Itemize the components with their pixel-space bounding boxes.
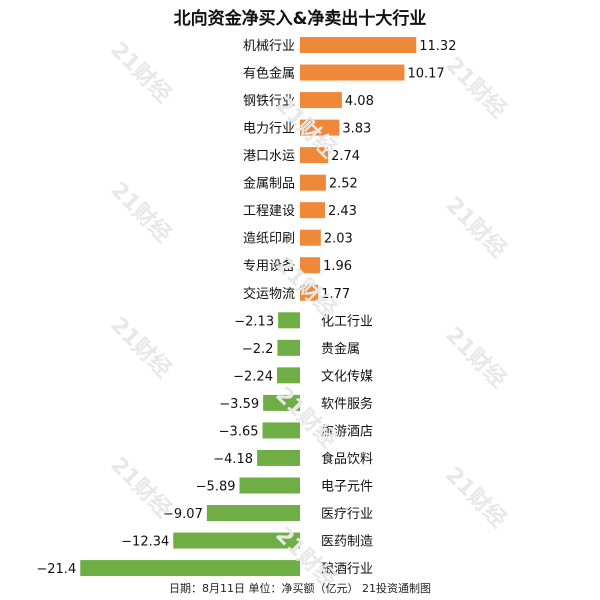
category-label-11: 化工行业 — [321, 314, 373, 329]
bar-17 — [239, 477, 300, 494]
chart-title: 北向资金净买入&净卖出十大行业 — [173, 9, 427, 29]
bar-19 — [173, 532, 300, 549]
value-label-19: −12.34 — [121, 535, 169, 550]
value-label-13: −2.24 — [233, 369, 273, 384]
bar-10 — [300, 284, 319, 301]
bar-12 — [277, 339, 300, 356]
bar-20 — [80, 560, 300, 577]
category-label-3: 钢铁行业 — [243, 94, 295, 109]
category-label-18: 医疗行业 — [321, 507, 373, 522]
category-label-4: 电力行业 — [243, 122, 295, 137]
value-label-18: −9.07 — [163, 507, 203, 522]
category-label-10: 交运物流 — [243, 286, 295, 302]
value-label-10: 1.77 — [321, 287, 350, 302]
bar-4 — [300, 119, 340, 136]
category-label-14: 软件服务 — [321, 396, 373, 412]
bar-6 — [300, 174, 326, 191]
bar-16 — [257, 449, 300, 466]
bar-8 — [300, 229, 321, 246]
value-label-7: 2.43 — [328, 204, 357, 219]
category-label-12: 贵金属 — [321, 341, 360, 357]
bar-2 — [300, 64, 405, 81]
category-label-7: 工程建设 — [243, 204, 295, 219]
value-label-17: −5.89 — [196, 479, 236, 494]
bar-3 — [300, 92, 342, 109]
value-label-12: −2.2 — [242, 342, 274, 357]
category-label-13: 文化传媒 — [321, 369, 373, 384]
category-label-1: 机械行业 — [243, 39, 295, 54]
value-label-16: −4.18 — [213, 452, 253, 467]
bar-5 — [300, 147, 329, 164]
value-label-11: −2.13 — [234, 314, 274, 329]
category-label-9: 专用设备 — [243, 258, 295, 274]
value-label-15: −3.65 — [219, 424, 259, 439]
value-label-9: 1.96 — [323, 259, 352, 274]
category-label-6: 金属制品 — [243, 176, 295, 192]
value-label-2: 10.17 — [407, 67, 444, 82]
category-label-2: 有色金属 — [243, 66, 295, 82]
value-label-6: 2.52 — [329, 177, 358, 192]
category-label-19: 医药制造 — [321, 535, 373, 550]
value-label-1: 11.32 — [419, 39, 456, 54]
bar-9 — [300, 257, 321, 274]
bar-11 — [278, 312, 300, 329]
value-label-5: 2.74 — [331, 149, 360, 164]
bar-13 — [276, 367, 300, 384]
category-label-5: 港口水运 — [243, 149, 295, 164]
category-label-17: 电子元件 — [321, 479, 373, 494]
bar-18 — [206, 505, 300, 522]
category-label-8: 造纸印刷 — [243, 232, 295, 247]
category-label-20: 酿酒行业 — [321, 561, 373, 577]
bar-15 — [262, 422, 300, 439]
value-label-8: 2.03 — [324, 232, 353, 247]
bar-14 — [263, 394, 300, 411]
category-label-15: 旅游酒店 — [321, 424, 373, 439]
value-label-3: 4.08 — [345, 94, 374, 109]
value-label-20: −21.4 — [36, 562, 76, 577]
bar-1 — [300, 37, 417, 53]
value-label-14: −3.59 — [219, 397, 259, 412]
chart-footnote: 日期：8月11日 单位：净买额（亿元） 21投资通制图 — [169, 582, 431, 595]
category-label-16: 食品饮料 — [321, 451, 373, 467]
value-label-4: 3.83 — [342, 122, 371, 137]
bar-7 — [300, 202, 325, 219]
